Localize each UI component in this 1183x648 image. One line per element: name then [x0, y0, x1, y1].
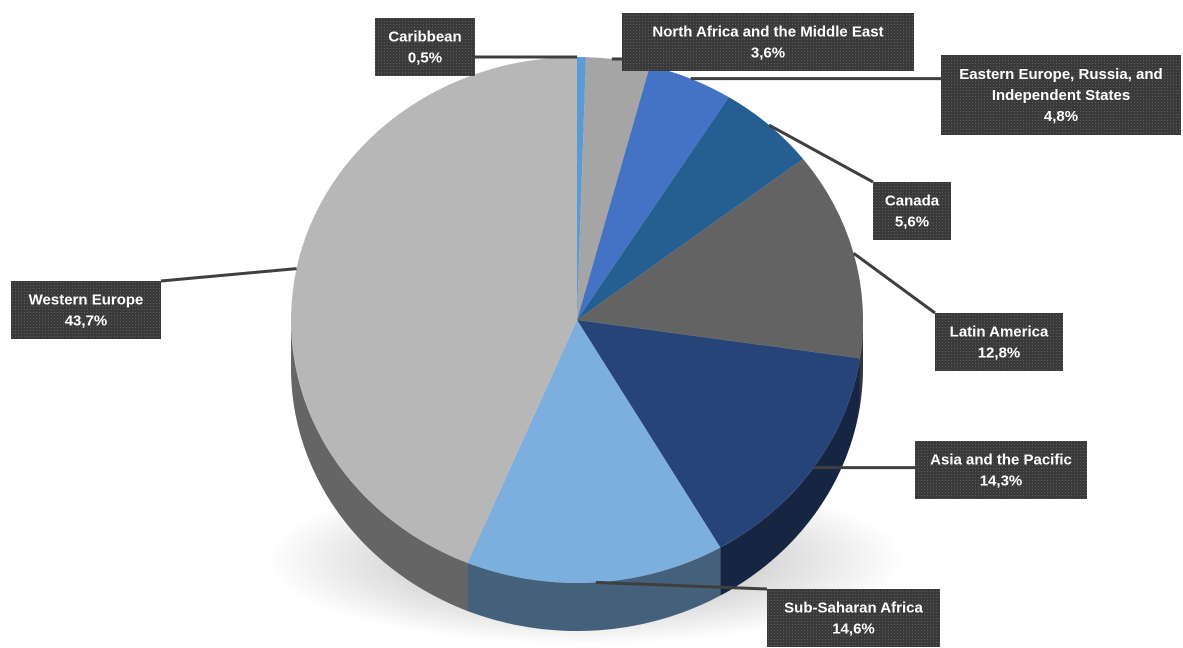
data-label-category: Western Europe	[29, 292, 144, 309]
pie-slice-caribbean	[577, 57, 586, 320]
leader-line-sub-saharan-africa	[595, 580, 768, 591]
data-label-north-africa-middle-east: North Africa and the Middle East 3,6%	[622, 13, 914, 71]
data-label-category: Sub-Saharan Africa	[784, 600, 923, 617]
data-label-category: Latin America	[950, 324, 1049, 341]
leader-line-canada	[768, 123, 874, 184]
data-label-eastern-europe-russia: Eastern Europe, Russia, and Independent S…	[941, 55, 1181, 135]
data-label-box	[941, 55, 1181, 135]
data-label-box	[915, 441, 1087, 499]
data-label-category: Asia and the Pacific	[930, 452, 1072, 469]
data-label-category: Independent States	[992, 87, 1130, 104]
data-label-western-europe: Western Europe 43,7%	[11, 281, 161, 339]
data-label-canada: Canada 5,6%	[873, 182, 951, 240]
leader-line-latin-america	[852, 252, 936, 315]
pie-sides	[291, 320, 863, 631]
data-label-latin-america: Latin America 12,8%	[935, 313, 1063, 371]
data-label-sub-saharan-africa: Sub-Saharan Africa 14,6%	[767, 589, 940, 647]
pie-slice-north-africa-middle-east	[577, 57, 650, 320]
data-label-value: 4,8%	[1044, 108, 1078, 125]
data-label-category: Caribbean	[388, 29, 461, 46]
pie-slices	[291, 57, 864, 584]
data-label-box	[375, 18, 475, 76]
pie-slice-western-europe	[291, 57, 577, 563]
data-label-value: 43,7%	[65, 313, 108, 330]
data-labels: Caribbean 0,5% North Africa and the Middle…	[11, 13, 1181, 647]
pie-side-asia-pacific	[720, 358, 860, 596]
data-label-value: 5,6%	[895, 214, 929, 231]
data-label-value: 3,6%	[751, 45, 785, 62]
data-label-category: Canada	[885, 193, 940, 210]
pie-slice-eastern-europe-russia	[577, 65, 729, 320]
pie-slice-canada	[577, 97, 804, 320]
pie-slice-asia-pacific	[577, 320, 860, 548]
data-label-caribbean: Caribbean 0,5%	[375, 18, 475, 76]
data-label-box	[622, 13, 914, 71]
data-label-value: 12,8%	[978, 345, 1021, 362]
pie-side-western-europe	[291, 320, 468, 611]
pie-slice-latin-america	[577, 159, 864, 359]
data-label-value: 0,5%	[408, 50, 442, 67]
data-label-value: 14,3%	[980, 473, 1023, 490]
data-label-asia-pacific: Asia and the Pacific 14,3%	[915, 441, 1087, 499]
data-label-box	[767, 589, 940, 647]
data-label-category: North Africa and the Middle East	[652, 24, 883, 41]
data-label-box	[11, 281, 161, 339]
pie-side-latin-america	[859, 320, 863, 407]
pie-slice-sub-saharan-africa	[467, 320, 721, 584]
leader-lines	[160, 55, 941, 591]
data-label-value: 14,6%	[832, 621, 875, 638]
data-label-box	[935, 313, 1063, 371]
leader-line-western-europe	[160, 267, 297, 283]
pie-side-sub-saharan-africa	[467, 547, 721, 631]
data-label-category: Eastern Europe, Russia, and	[959, 66, 1162, 83]
data-label-box	[873, 182, 951, 240]
